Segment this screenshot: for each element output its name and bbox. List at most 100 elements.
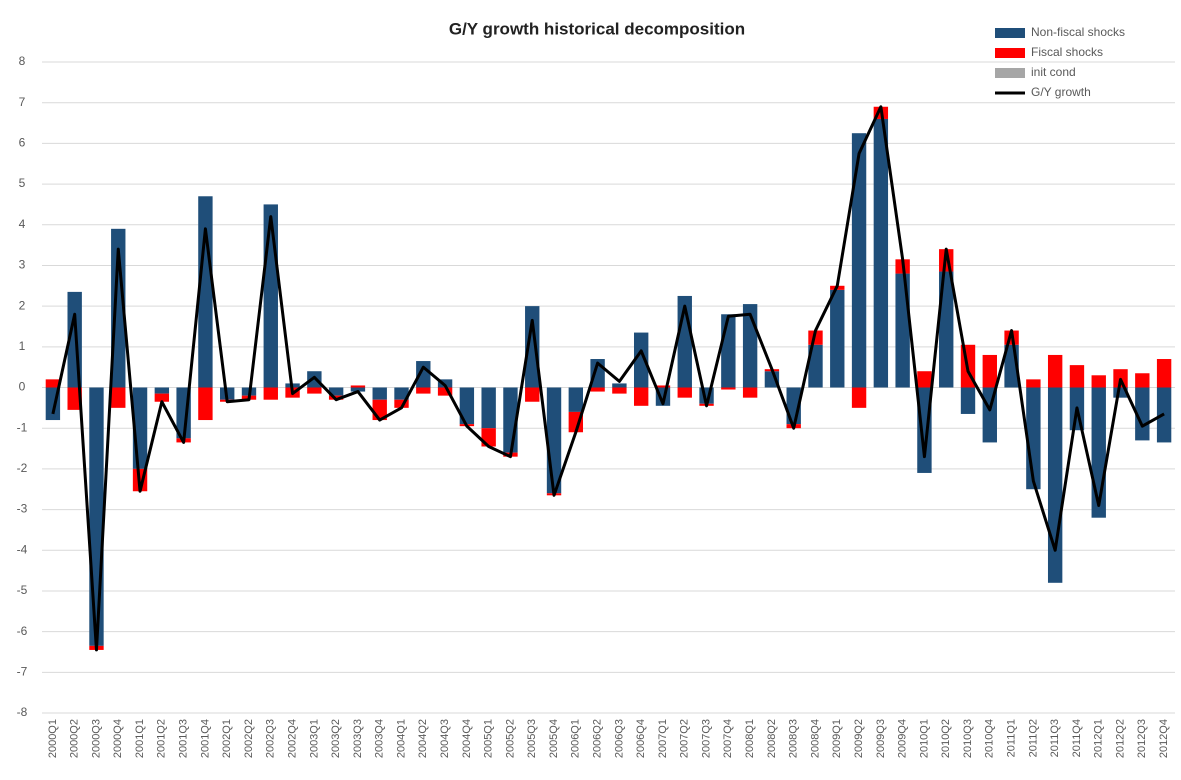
x-tick-label: 2011Q4	[1071, 719, 1083, 757]
x-tick-label: 2000Q2	[69, 719, 81, 758]
bar	[655, 385, 671, 388]
x-tick-label: 2004Q3	[439, 719, 451, 758]
legend-label: G/Y growth	[1031, 85, 1091, 99]
x-tick-label: 2008Q2	[766, 719, 778, 758]
bar	[1135, 373, 1150, 388]
bar	[394, 387, 409, 400]
y-tick-label: 8	[19, 54, 26, 68]
bar	[873, 118, 889, 388]
x-tick-label: 2003Q4	[374, 719, 386, 758]
x-tick-label: 2002Q3	[265, 719, 277, 758]
x-tick-label: 2010Q1	[918, 719, 930, 758]
bar	[851, 387, 867, 408]
x-tick-label: 2004Q2	[417, 719, 429, 758]
x-tick-label: 2011Q3	[1049, 719, 1061, 757]
x-tick-label: 2001Q3	[178, 719, 190, 758]
bar	[111, 387, 126, 408]
bar	[721, 387, 736, 390]
bar	[263, 387, 278, 400]
x-tick-label: 2005Q3	[526, 719, 538, 758]
bar	[1156, 359, 1172, 388]
bar	[612, 387, 627, 394]
x-tick-label: 2008Q1	[744, 719, 756, 758]
x-tick-label: 2007Q3	[700, 719, 712, 758]
bar	[917, 371, 932, 388]
bar	[1091, 375, 1106, 388]
bar	[851, 133, 867, 388]
x-tick-label: 2009Q2	[853, 719, 865, 758]
x-tick-label: 2007Q4	[722, 719, 734, 758]
bar	[372, 387, 387, 400]
bar	[263, 204, 278, 388]
x-tick-label: 2012Q1	[1093, 719, 1105, 758]
legend-swatch	[995, 68, 1025, 78]
y-tick-label: 1	[19, 339, 26, 353]
x-tick-label: 2011Q1	[1005, 719, 1017, 757]
bar	[154, 387, 170, 394]
bar	[328, 387, 344, 396]
bar	[111, 228, 126, 388]
x-tick-label: 2011Q2	[1027, 719, 1039, 757]
legend-swatch	[995, 28, 1025, 38]
bar	[198, 387, 213, 421]
bar	[677, 387, 692, 398]
bar	[394, 399, 409, 408]
y-tick-label: 5	[19, 176, 26, 190]
bar	[982, 354, 997, 388]
x-tick-label: 2000Q3	[90, 719, 102, 758]
bar	[1047, 354, 1063, 388]
x-tick-label: 2006Q3	[613, 719, 625, 758]
line	[51, 105, 1165, 652]
x-tick-label: 2009Q4	[897, 719, 909, 758]
x-tick-label: 2010Q3	[962, 719, 974, 758]
x-tick-label: 2002Q2	[243, 719, 255, 758]
bar	[939, 271, 954, 388]
bar	[612, 383, 627, 388]
x-tick-label: 2005Q1	[483, 719, 495, 758]
y-tick-label: 7	[19, 95, 26, 109]
x-tick-label: 2001Q1	[134, 719, 146, 758]
bar	[154, 393, 170, 402]
y-tick-label: -5	[17, 583, 28, 597]
x-tick-label: 2007Q2	[679, 719, 691, 758]
x-tick-label: 2010Q2	[940, 719, 952, 758]
x-tick-label: 2003Q3	[352, 719, 364, 758]
x-tick-label: 2001Q4	[199, 719, 211, 758]
y-tick-label: -2	[17, 461, 28, 475]
y-tick-label: -6	[17, 624, 28, 638]
bar	[437, 379, 453, 388]
bar	[830, 289, 845, 388]
bar	[1026, 379, 1041, 388]
x-tick-label: 2004Q1	[395, 719, 407, 758]
bar	[525, 306, 540, 388]
bar	[416, 387, 431, 394]
x-tick-label: 2002Q1	[221, 719, 233, 758]
bar	[459, 387, 475, 425]
chart-title: G/Y growth historical decomposition	[449, 19, 745, 38]
x-tick-label: 2000Q1	[47, 719, 59, 758]
x-tick-label: 2005Q2	[504, 719, 516, 758]
bar	[808, 344, 823, 388]
y-tick-label: -3	[17, 502, 28, 516]
x-tick-label: 2008Q3	[788, 719, 800, 758]
bar	[633, 387, 649, 406]
bar	[198, 196, 213, 388]
bar	[1069, 365, 1085, 388]
x-tick-label: 2006Q2	[592, 719, 604, 758]
x-tick-label: 2009Q3	[875, 719, 887, 758]
y-tick-label: 3	[19, 258, 26, 272]
bar	[895, 273, 910, 388]
x-tick-label: 2003Q2	[330, 719, 342, 758]
bar	[568, 387, 584, 412]
bar	[481, 387, 496, 429]
x-tick-label: 2012Q2	[1114, 719, 1126, 758]
y-tick-label: -8	[17, 705, 28, 719]
x-tick-label: 2008Q4	[809, 719, 821, 758]
bar	[67, 387, 82, 410]
x-tick-label: 2005Q4	[548, 719, 560, 758]
x-tick-label: 2009Q1	[831, 719, 843, 758]
bar	[1113, 387, 1128, 398]
x-tick-label: 2010Q4	[984, 719, 996, 758]
x-tick-label: 2012Q4	[1158, 719, 1170, 758]
y-tick-label: -4	[17, 542, 28, 556]
